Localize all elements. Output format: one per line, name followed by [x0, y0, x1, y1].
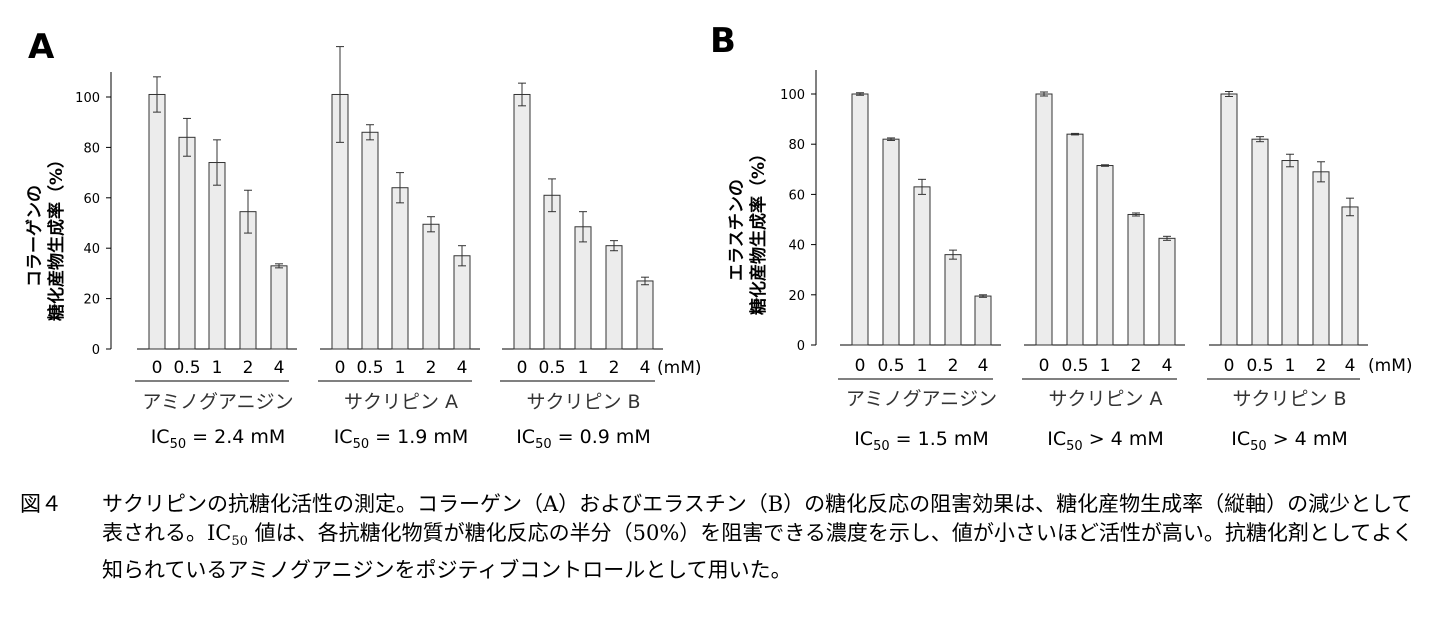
panel-a-group-label: サクリピン B: [526, 391, 640, 413]
panel-b-x-tick-label: 0.5: [877, 356, 904, 376]
panel-b-y-label-line2: 糖化産物生成率（%）: [748, 145, 769, 315]
panel-a-x-tick-label: 4: [457, 358, 468, 378]
panel-a-x-tick-label: 1: [578, 358, 589, 378]
panel-a-x-tick-label: 0: [335, 358, 346, 378]
panel-b-bar: [1066, 133, 1084, 346]
panel-b-x-tick-label: 1: [1285, 356, 1296, 376]
panel-a-bar: [543, 194, 561, 350]
panel-b-bar: [944, 254, 962, 346]
panel-a-bar: [574, 226, 592, 350]
panel-a-bar: [391, 187, 409, 350]
panel-b-x-tick-label: 4: [1345, 356, 1356, 376]
panel-b-y-tick-label: 80: [788, 138, 805, 153]
panel-b-x-tick-label: 1: [1100, 356, 1111, 376]
panel-b-x-tick-label: 0: [1039, 356, 1050, 376]
panel-b-ic50-label: IC50 = 1.5 mM: [854, 428, 989, 454]
panel-a-ic50-label: IC50 = 2.4 mM: [151, 426, 286, 452]
panel-b-x-tick-label: 0.5: [1246, 356, 1273, 376]
caption-body: サクリピンの抗糖化活性の測定。コラーゲン（A）およびエラスチン（B）の糖化反応の…: [102, 490, 1420, 585]
panel-b-bar: [851, 93, 869, 346]
panel-a-x-tick-label: 2: [609, 358, 620, 378]
panel-a-bar: [422, 223, 440, 350]
panel-a-y-tick-label: 100: [75, 91, 100, 106]
panel-b-ic50-label: IC50 > 4 mM: [1047, 428, 1163, 454]
panel-b-x-tick-label: 2: [1316, 356, 1327, 376]
panel-a-x-tick-label: 0.5: [356, 358, 383, 378]
panel-b-y-tick-label: 100: [780, 88, 805, 103]
panel-a-ic50-label: IC50 = 0.9 mM: [516, 426, 651, 452]
panel-a-bar: [361, 131, 379, 350]
panel-b-bar: [1158, 237, 1176, 346]
figure-caption: 図４ サクリピンの抗糖化活性の測定。コラーゲン（A）およびエラスチン（B）の糖化…: [20, 490, 1420, 585]
panel-b-group-label: サクリピン B: [1232, 388, 1346, 410]
panel-b-y-tick-label: 40: [788, 239, 805, 254]
panel-a-x-tick-label: 0.5: [538, 358, 565, 378]
panel-b-bar: [1312, 171, 1330, 346]
panel-a-bar: [513, 93, 531, 350]
panel-a-y-tick-label: 20: [83, 293, 100, 308]
caption-subscript: 50: [231, 534, 248, 550]
panel-b-x-tick-label: 4: [978, 356, 989, 376]
panel-a-bar: [208, 162, 226, 350]
panel-b-bar: [1096, 165, 1114, 346]
panel-b-bar: [1220, 93, 1238, 346]
panel-b-y-tick-label: 20: [788, 289, 805, 304]
panel-b-y-tick-label: 60: [788, 188, 805, 203]
panel-a-x-tick-label: 1: [212, 358, 223, 378]
panel-b-y-tick-label: 0: [797, 339, 805, 354]
panel-a-bar: [453, 255, 471, 350]
panel-a-x-tick-label: 0: [517, 358, 528, 378]
panel-a-x-tick-label: 4: [640, 358, 651, 378]
panel-b-x-tick-label: 4: [1162, 356, 1173, 376]
panel-b-bar: [1035, 93, 1053, 346]
panel-b-x-tick-label: 0: [1224, 356, 1235, 376]
panel-a-y-tick-label: 40: [83, 242, 100, 257]
panel-a-x-tick-label: 4: [274, 358, 285, 378]
panel-a-x-tick-label: 0: [152, 358, 163, 378]
panel-a-x-tick-label: 0.5: [173, 358, 200, 378]
panel-a-bar: [148, 93, 166, 350]
panel-a-y-label-line1: コラーゲンの: [24, 185, 45, 287]
panel-b-group-label: アミノグアニジン: [846, 388, 997, 410]
caption-text-2: 値は、各抗糖化物質が糖化反応の半分（50%）を阻害できる濃度を示し、値が小さいほ…: [102, 521, 1414, 583]
panel-b-x-tick-label: 1: [917, 356, 928, 376]
panel-b-bar: [974, 295, 992, 346]
panel-a-x-tick-label: 2: [243, 358, 254, 378]
panel-a-group-label: アミノグアニジン: [142, 391, 293, 413]
panel-a-bar: [270, 265, 288, 350]
panel-b-group-label: サクリピン A: [1048, 388, 1162, 410]
panel-a-y-tick-label: 0: [92, 343, 100, 358]
panel-b-bar: [882, 138, 900, 346]
panel-a-x-tick-label: 2: [426, 358, 437, 378]
panel-b-bar: [1127, 213, 1145, 346]
panel-a-bar: [178, 136, 196, 350]
panel-a-y-tick-label: 60: [83, 192, 100, 207]
panel-a-bar: [636, 280, 654, 350]
panel-a-y-label-line2: 糖化産物生成率（%）: [46, 151, 67, 321]
panel-b-bar: [1281, 160, 1299, 346]
panel-a-ic50-label: IC50 = 1.9 mM: [334, 426, 469, 452]
panel-a-unit-label: (mM): [657, 358, 702, 378]
panel-b-label: B: [710, 21, 736, 61]
panel-b-y-label-line1: エラスチンの: [727, 179, 747, 281]
caption-label: 図４: [20, 492, 62, 516]
panel-b-bar: [1341, 206, 1359, 346]
panel-b-x-tick-label: 0.5: [1061, 356, 1088, 376]
panel-b-bar: [1251, 138, 1269, 346]
panel-b-x-tick-label: 2: [1131, 356, 1142, 376]
panel-b-unit-label: (mM): [1368, 356, 1413, 376]
panel-b-bar: [913, 186, 931, 346]
panel-b-x-tick-label: 2: [948, 356, 959, 376]
panel-a-x-tick-label: 1: [395, 358, 406, 378]
panel-b-ic50-label: IC50 > 4 mM: [1231, 428, 1347, 454]
caption-text-1: サクリピンの抗糖化活性の測定。コラーゲン（A）およびエラスチン（B）の糖化反応の…: [102, 492, 1413, 545]
panel-b-x-tick-label: 0: [855, 356, 866, 376]
panel-a-bar: [605, 245, 623, 350]
panel-a-label: A: [28, 27, 55, 67]
panel-a-y-tick-label: 80: [83, 141, 100, 156]
panel-a-group-label: サクリピン A: [344, 391, 458, 413]
